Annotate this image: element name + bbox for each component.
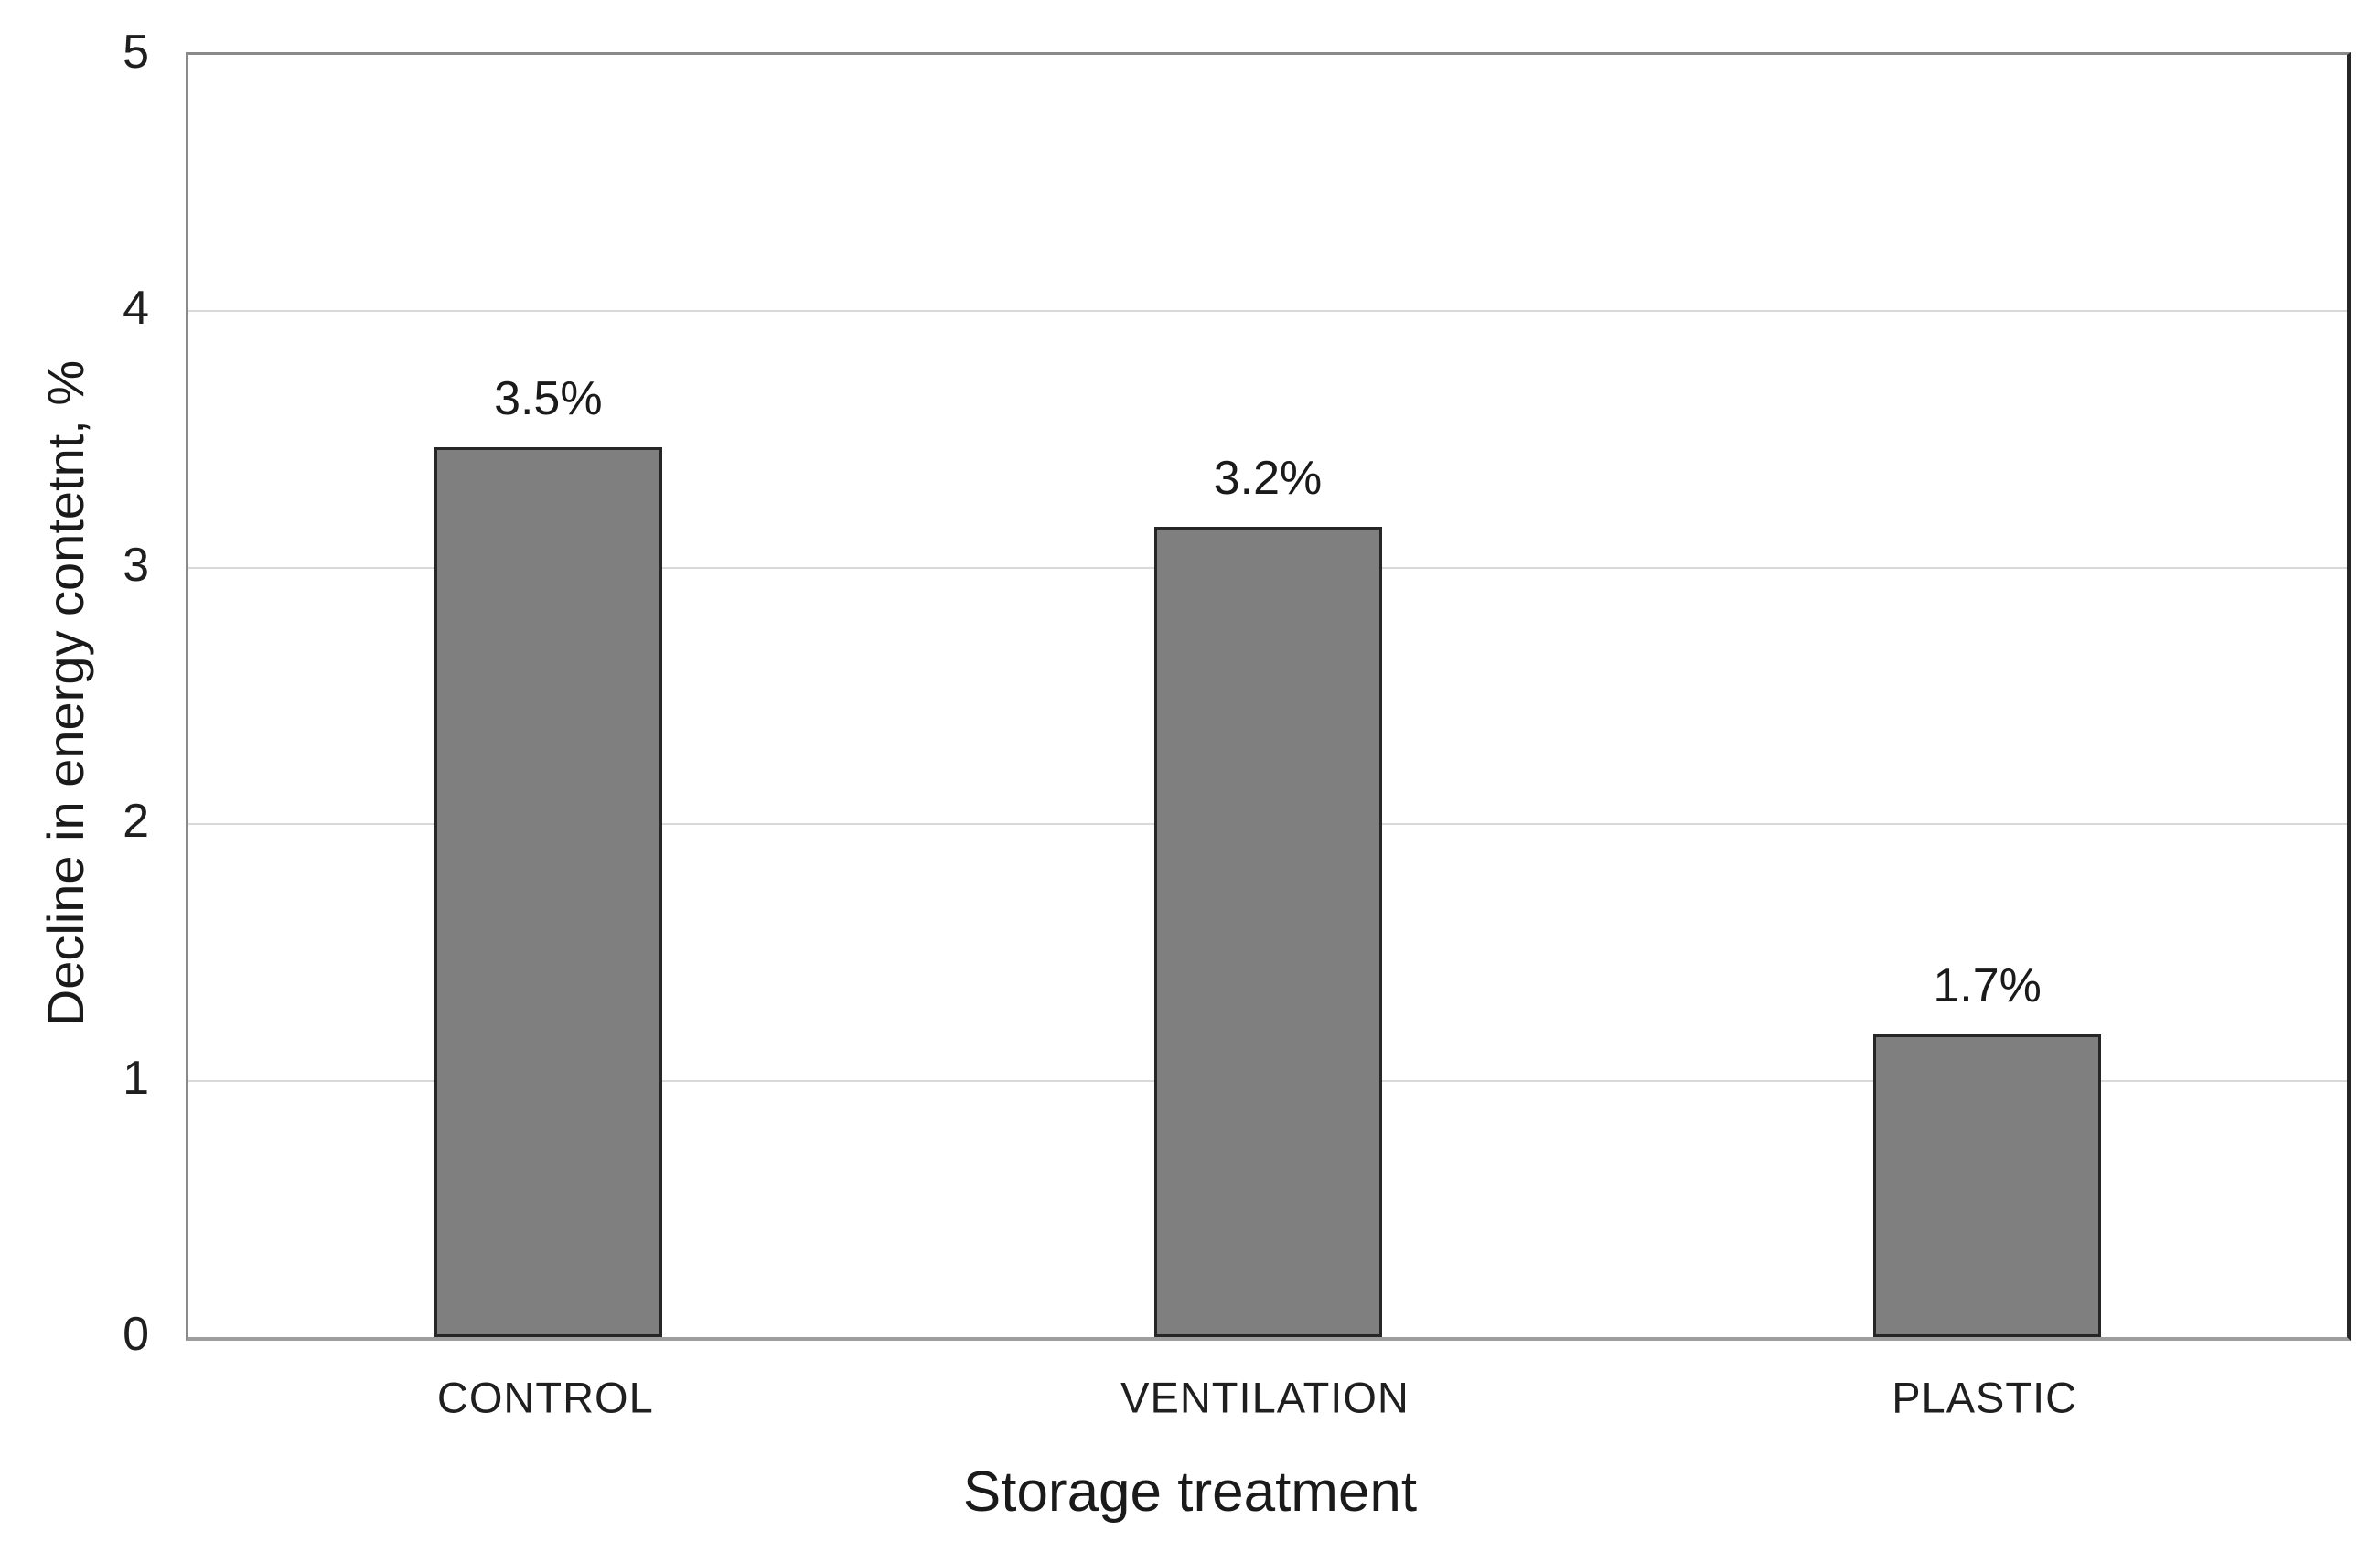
plot-area: 3.5% 3.2% 1.7%	[186, 52, 2351, 1341]
bar-value-label-ventilation: 3.2%	[1213, 451, 1323, 505]
bar-value-label-plastic: 1.7%	[1933, 959, 2042, 1013]
x-axis-title: Storage treatment	[962, 1461, 1418, 1524]
y-tick-label-0: 0	[123, 1308, 149, 1361]
y-tick-label-5: 5	[123, 26, 149, 79]
category-label-plastic: PLASTIC	[1892, 1373, 2078, 1422]
y-tick-label-3: 3	[123, 538, 149, 592]
y-tick-label-1: 1	[123, 1051, 149, 1105]
y-tick-label-4: 4	[123, 282, 149, 336]
bar-ventilation	[1153, 526, 1382, 1337]
category-label-control: CONTROL	[436, 1373, 654, 1422]
bar-control	[434, 447, 662, 1337]
gridline-4	[188, 310, 2347, 313]
bar-plastic	[1873, 1034, 2102, 1337]
bar-value-label-control: 3.5%	[494, 372, 603, 426]
y-tick-label-2: 2	[123, 795, 149, 849]
y-axis-title: Decline in energy contetnt, %	[37, 359, 94, 1027]
category-label-ventilation: VENTILATION	[1120, 1373, 1410, 1422]
